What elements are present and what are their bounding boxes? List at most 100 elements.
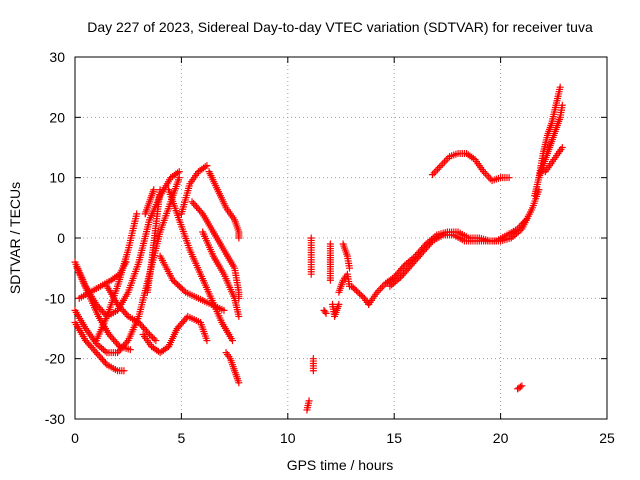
data-point bbox=[396, 266, 404, 274]
data-point bbox=[395, 268, 403, 276]
data-point bbox=[518, 382, 526, 390]
series-sat-e bbox=[73, 264, 134, 354]
data-point bbox=[114, 300, 122, 308]
data-point bbox=[135, 318, 143, 326]
data-point bbox=[201, 163, 209, 171]
data-point bbox=[191, 201, 199, 209]
series-sat-q bbox=[222, 349, 243, 387]
data-point bbox=[321, 308, 329, 316]
data-point bbox=[141, 325, 149, 333]
data-point bbox=[483, 171, 491, 179]
data-point bbox=[115, 302, 123, 310]
data-point bbox=[437, 162, 445, 170]
data-point bbox=[469, 154, 477, 162]
chart-title: Day 227 of 2023, Sidereal Day-to-day VTE… bbox=[87, 19, 593, 35]
data-point bbox=[375, 286, 383, 294]
data-point bbox=[309, 367, 317, 375]
data-point bbox=[118, 306, 126, 314]
data-point bbox=[180, 287, 188, 295]
data-point bbox=[147, 332, 155, 340]
data-point bbox=[399, 263, 407, 271]
data-series bbox=[71, 83, 566, 414]
data-point bbox=[415, 253, 423, 261]
tick-labels: 0 5 10 15 20 25 -30 -20 -10 0 10 20 30 bbox=[45, 49, 615, 446]
series-sat-s bbox=[307, 234, 315, 278]
data-point bbox=[114, 349, 122, 357]
data-point bbox=[442, 156, 450, 164]
data-point bbox=[522, 216, 530, 224]
series-sat-t bbox=[309, 355, 317, 375]
data-point bbox=[98, 356, 106, 364]
y-tick-label: -20 bbox=[45, 351, 65, 367]
series-sat-m bbox=[177, 162, 211, 218]
data-point bbox=[111, 337, 119, 345]
series-sat-ad bbox=[514, 382, 526, 393]
x-tick-label: 10 bbox=[280, 430, 296, 446]
data-point bbox=[435, 163, 443, 171]
data-point bbox=[123, 338, 131, 346]
data-point bbox=[133, 210, 141, 218]
series-sat-ae bbox=[531, 83, 564, 200]
data-point bbox=[352, 287, 360, 295]
data-point bbox=[150, 335, 158, 343]
series-sat-l bbox=[165, 186, 236, 345]
data-point bbox=[175, 174, 183, 182]
data-point bbox=[409, 259, 417, 267]
data-point bbox=[88, 343, 96, 351]
x-tick-label: 0 bbox=[71, 430, 79, 446]
y-tick-label: 10 bbox=[49, 170, 65, 186]
series-sat-r bbox=[303, 397, 313, 414]
data-point bbox=[439, 160, 447, 168]
data-point bbox=[558, 101, 566, 109]
data-point bbox=[377, 285, 385, 293]
data-point bbox=[425, 240, 433, 248]
data-point bbox=[307, 270, 315, 278]
data-point bbox=[235, 312, 243, 320]
y-tick-label: -30 bbox=[45, 411, 65, 427]
data-point bbox=[220, 306, 228, 314]
data-point bbox=[403, 266, 411, 274]
data-point bbox=[193, 203, 201, 211]
series-sat-i bbox=[141, 186, 158, 218]
data-point bbox=[113, 339, 121, 347]
data-point bbox=[105, 331, 113, 339]
series-sat-g bbox=[103, 282, 160, 345]
data-point bbox=[173, 325, 181, 332]
data-point bbox=[95, 352, 103, 360]
data-point bbox=[94, 350, 102, 358]
series-sat-j bbox=[139, 312, 211, 357]
series-sat-ac bbox=[429, 150, 513, 185]
series-sat-af bbox=[535, 101, 566, 182]
data-point bbox=[136, 320, 144, 328]
data-point bbox=[120, 367, 128, 375]
data-point bbox=[152, 337, 160, 345]
series-sat-p bbox=[205, 168, 243, 242]
x-axis-label: GPS time / hours bbox=[287, 457, 394, 473]
data-point bbox=[194, 205, 202, 213]
data-point bbox=[432, 167, 440, 175]
data-point bbox=[322, 309, 330, 317]
x-tick-label: 20 bbox=[493, 430, 509, 446]
data-point bbox=[100, 309, 108, 317]
x-tick-label: 25 bbox=[599, 430, 615, 446]
data-point bbox=[121, 340, 129, 348]
data-point bbox=[335, 300, 343, 308]
data-point bbox=[354, 288, 362, 296]
y-tick-label: 0 bbox=[57, 230, 65, 246]
data-point bbox=[305, 397, 313, 405]
data-point bbox=[110, 336, 118, 344]
data-point bbox=[516, 383, 524, 391]
data-point bbox=[228, 337, 236, 345]
data-point bbox=[172, 279, 180, 287]
data-point bbox=[424, 242, 432, 250]
y-tick-label: 20 bbox=[49, 109, 65, 125]
data-point bbox=[89, 345, 97, 353]
data-point bbox=[197, 208, 205, 216]
data-point bbox=[177, 284, 185, 292]
data-point bbox=[92, 349, 100, 357]
data-point bbox=[418, 249, 426, 257]
axis-ticks bbox=[74, 56, 608, 420]
data-point bbox=[203, 162, 211, 170]
data-point bbox=[123, 311, 131, 319]
